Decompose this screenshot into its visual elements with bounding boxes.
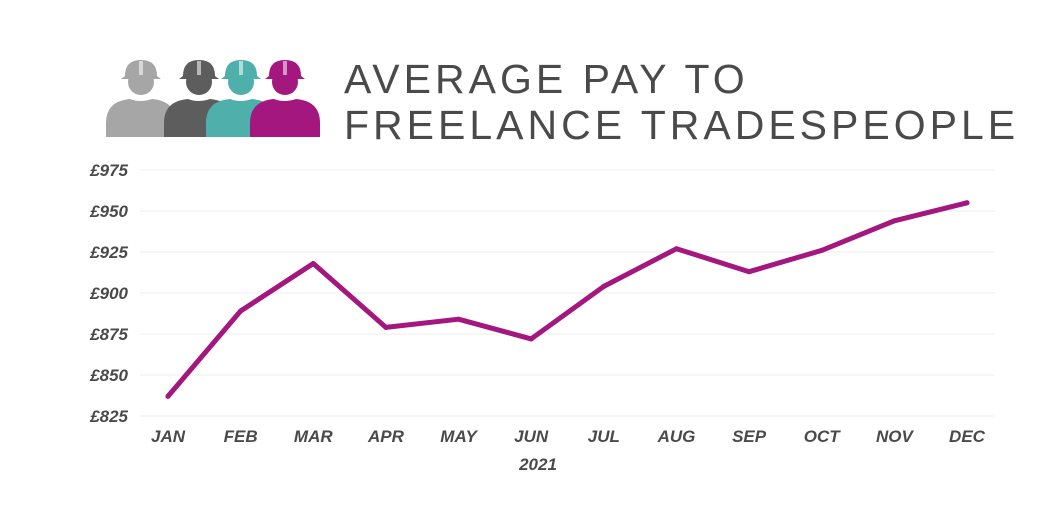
data-point	[819, 247, 825, 253]
series-lines	[165, 200, 970, 399]
data-point	[891, 218, 897, 224]
y-tick-label: £975	[89, 161, 128, 180]
y-tick-label: £875	[89, 325, 128, 344]
data-point	[456, 316, 462, 322]
x-axis-tick-labels: JAN FEB MAR APR MAY JUN JUL AUG SEP OCT NOV DEC	[151, 427, 986, 446]
x-tick-label: AUG	[657, 427, 696, 446]
data-point	[964, 200, 970, 206]
data-point	[528, 336, 534, 342]
chart-title-line-1: AVERAGE PAY TO	[344, 56, 749, 102]
x-axis-label: 2021	[518, 455, 557, 474]
data-point	[238, 308, 244, 314]
grid-lines	[140, 169, 995, 417]
worker-icon-grey	[106, 60, 176, 137]
x-tick-label: DEC	[949, 427, 986, 446]
y-tick-label: £850	[89, 366, 128, 385]
x-tick-label: NOV	[876, 427, 915, 446]
chart-title: AVERAGE PAY TO FREELANCE TRADESPEOPLE	[344, 56, 1019, 148]
x-tick-label: APR	[367, 427, 405, 446]
y-tick-label: £825	[89, 407, 128, 426]
data-point	[673, 246, 679, 252]
x-tick-label: JUL	[588, 427, 620, 446]
series-line	[165, 200, 970, 399]
worker-icon-magenta	[250, 60, 320, 137]
data-point	[601, 283, 607, 289]
y-tick-label: £950	[89, 202, 128, 221]
data-point	[383, 324, 389, 330]
x-tick-label: MAY	[440, 427, 478, 446]
y-tick-label: £900	[89, 284, 128, 303]
y-axis-tick-labels: £825 £850 £875 £900 £925 £950 £975	[89, 161, 128, 426]
data-point	[165, 393, 171, 399]
y-tick-label: £925	[89, 243, 128, 262]
x-tick-label: JAN	[151, 427, 186, 446]
tradespeople-logo	[106, 60, 320, 137]
x-tick-label: FEB	[224, 427, 258, 446]
x-tick-label: SEP	[732, 427, 767, 446]
x-tick-label: OCT	[804, 427, 842, 446]
data-point	[746, 269, 752, 275]
chart-title-line-2: FREELANCE TRADESPEOPLE	[344, 102, 1020, 148]
data-point	[310, 260, 316, 266]
x-tick-label: JUN	[514, 427, 549, 446]
x-tick-label: MAR	[294, 427, 333, 446]
